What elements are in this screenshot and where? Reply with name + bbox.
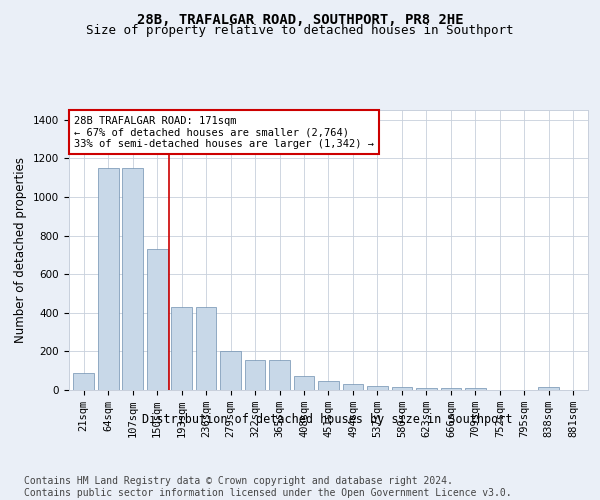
Bar xyxy=(538,387,559,390)
Bar xyxy=(318,382,339,390)
Bar xyxy=(171,307,192,390)
Text: Distribution of detached houses by size in Southport: Distribution of detached houses by size … xyxy=(142,412,512,426)
Bar xyxy=(367,386,388,390)
Y-axis label: Number of detached properties: Number of detached properties xyxy=(14,157,28,343)
Bar xyxy=(465,388,486,390)
Text: 28B TRAFALGAR ROAD: 171sqm
← 67% of detached houses are smaller (2,764)
33% of s: 28B TRAFALGAR ROAD: 171sqm ← 67% of deta… xyxy=(74,116,374,149)
Text: Size of property relative to detached houses in Southport: Size of property relative to detached ho… xyxy=(86,24,514,37)
Bar xyxy=(147,249,167,390)
Bar xyxy=(122,168,143,390)
Bar xyxy=(416,388,437,390)
Bar xyxy=(196,307,217,390)
Text: Contains HM Land Registry data © Crown copyright and database right 2024.
Contai: Contains HM Land Registry data © Crown c… xyxy=(24,476,512,498)
Bar xyxy=(440,388,461,390)
Bar xyxy=(392,387,412,390)
Bar xyxy=(343,384,364,390)
Bar xyxy=(98,168,119,390)
Text: 28B, TRAFALGAR ROAD, SOUTHPORT, PR8 2HE: 28B, TRAFALGAR ROAD, SOUTHPORT, PR8 2HE xyxy=(137,12,463,26)
Bar xyxy=(293,376,314,390)
Bar xyxy=(245,360,265,390)
Bar xyxy=(269,360,290,390)
Bar xyxy=(220,352,241,390)
Bar xyxy=(73,372,94,390)
